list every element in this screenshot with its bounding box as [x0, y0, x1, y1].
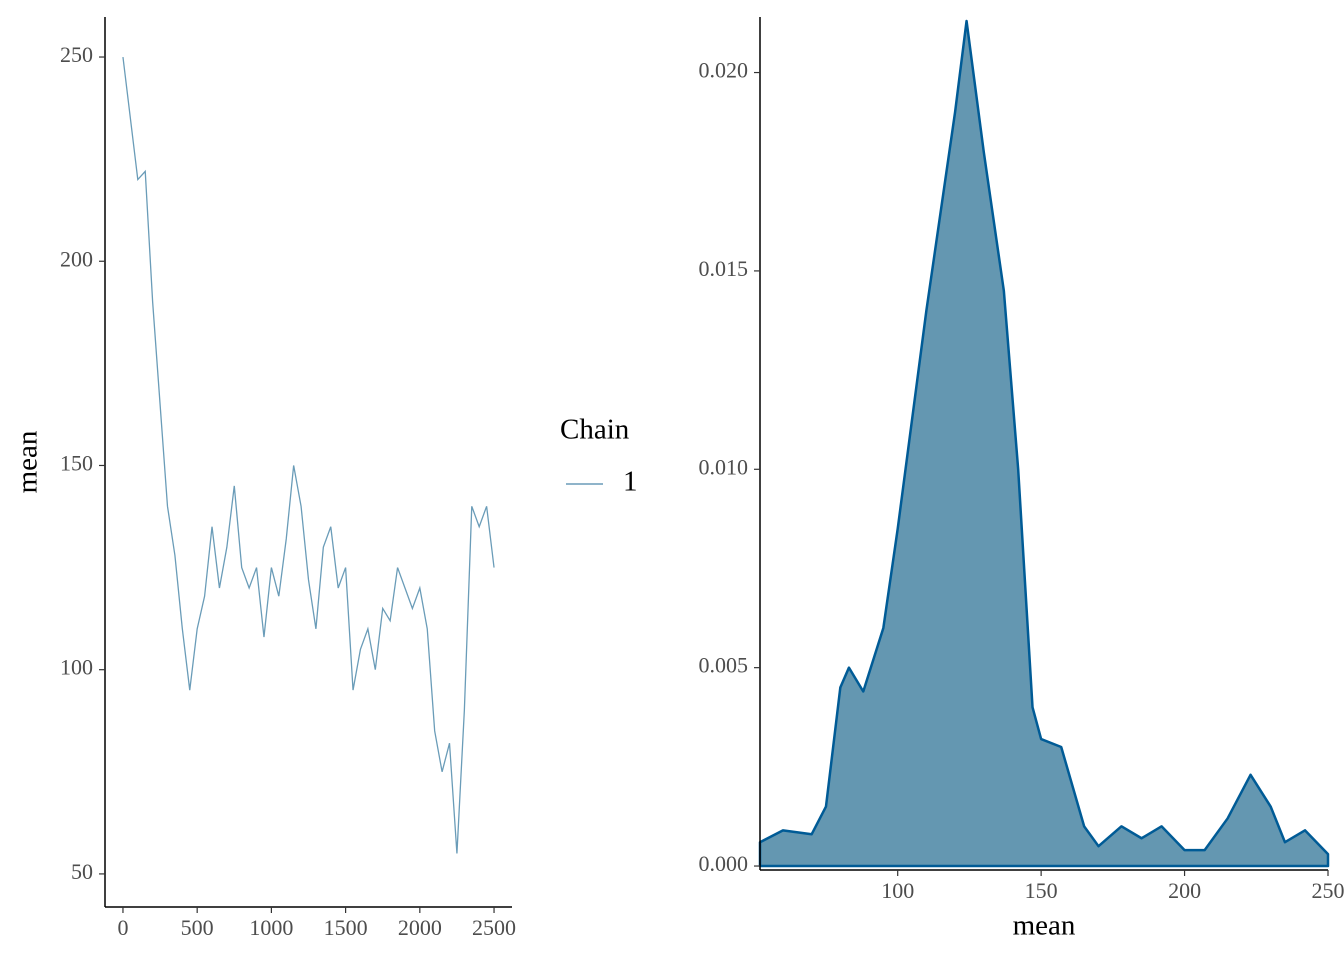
x-tick-label: 2000 — [398, 915, 442, 940]
x-tick-label: 100 — [881, 878, 914, 903]
x-tick-label: 150 — [1025, 878, 1058, 903]
x-tick-label: 0 — [117, 915, 128, 940]
y-tick-label: 100 — [60, 655, 93, 680]
trace-line — [122, 56, 495, 854]
y-tick-label: 0.020 — [699, 58, 749, 83]
x-tick-label: 500 — [181, 915, 214, 940]
x-tick-label: 2500 — [472, 915, 516, 940]
density-area — [758, 19, 1330, 868]
y-tick-label: 0.015 — [699, 256, 749, 281]
x-tick-label: 1000 — [249, 915, 293, 940]
x-tick-label: 200 — [1168, 878, 1201, 903]
y-tick-label: 50 — [71, 859, 93, 884]
y-tick-label: 150 — [60, 451, 93, 476]
y-axis-title: mean — [12, 430, 44, 493]
x-tick-label: 250 — [1312, 878, 1344, 903]
y-tick-label: 0.005 — [699, 653, 749, 678]
x-axis-title: mean — [1013, 910, 1076, 942]
y-tick-label: 0.000 — [699, 851, 749, 876]
y-tick-label: 200 — [60, 246, 93, 271]
x-tick-label: 1500 — [324, 915, 368, 940]
y-tick-label: 250 — [60, 42, 93, 67]
legend-title: Chain — [560, 414, 630, 446]
y-tick-label: 0.010 — [699, 454, 749, 479]
legend-label: 1 — [623, 466, 638, 498]
